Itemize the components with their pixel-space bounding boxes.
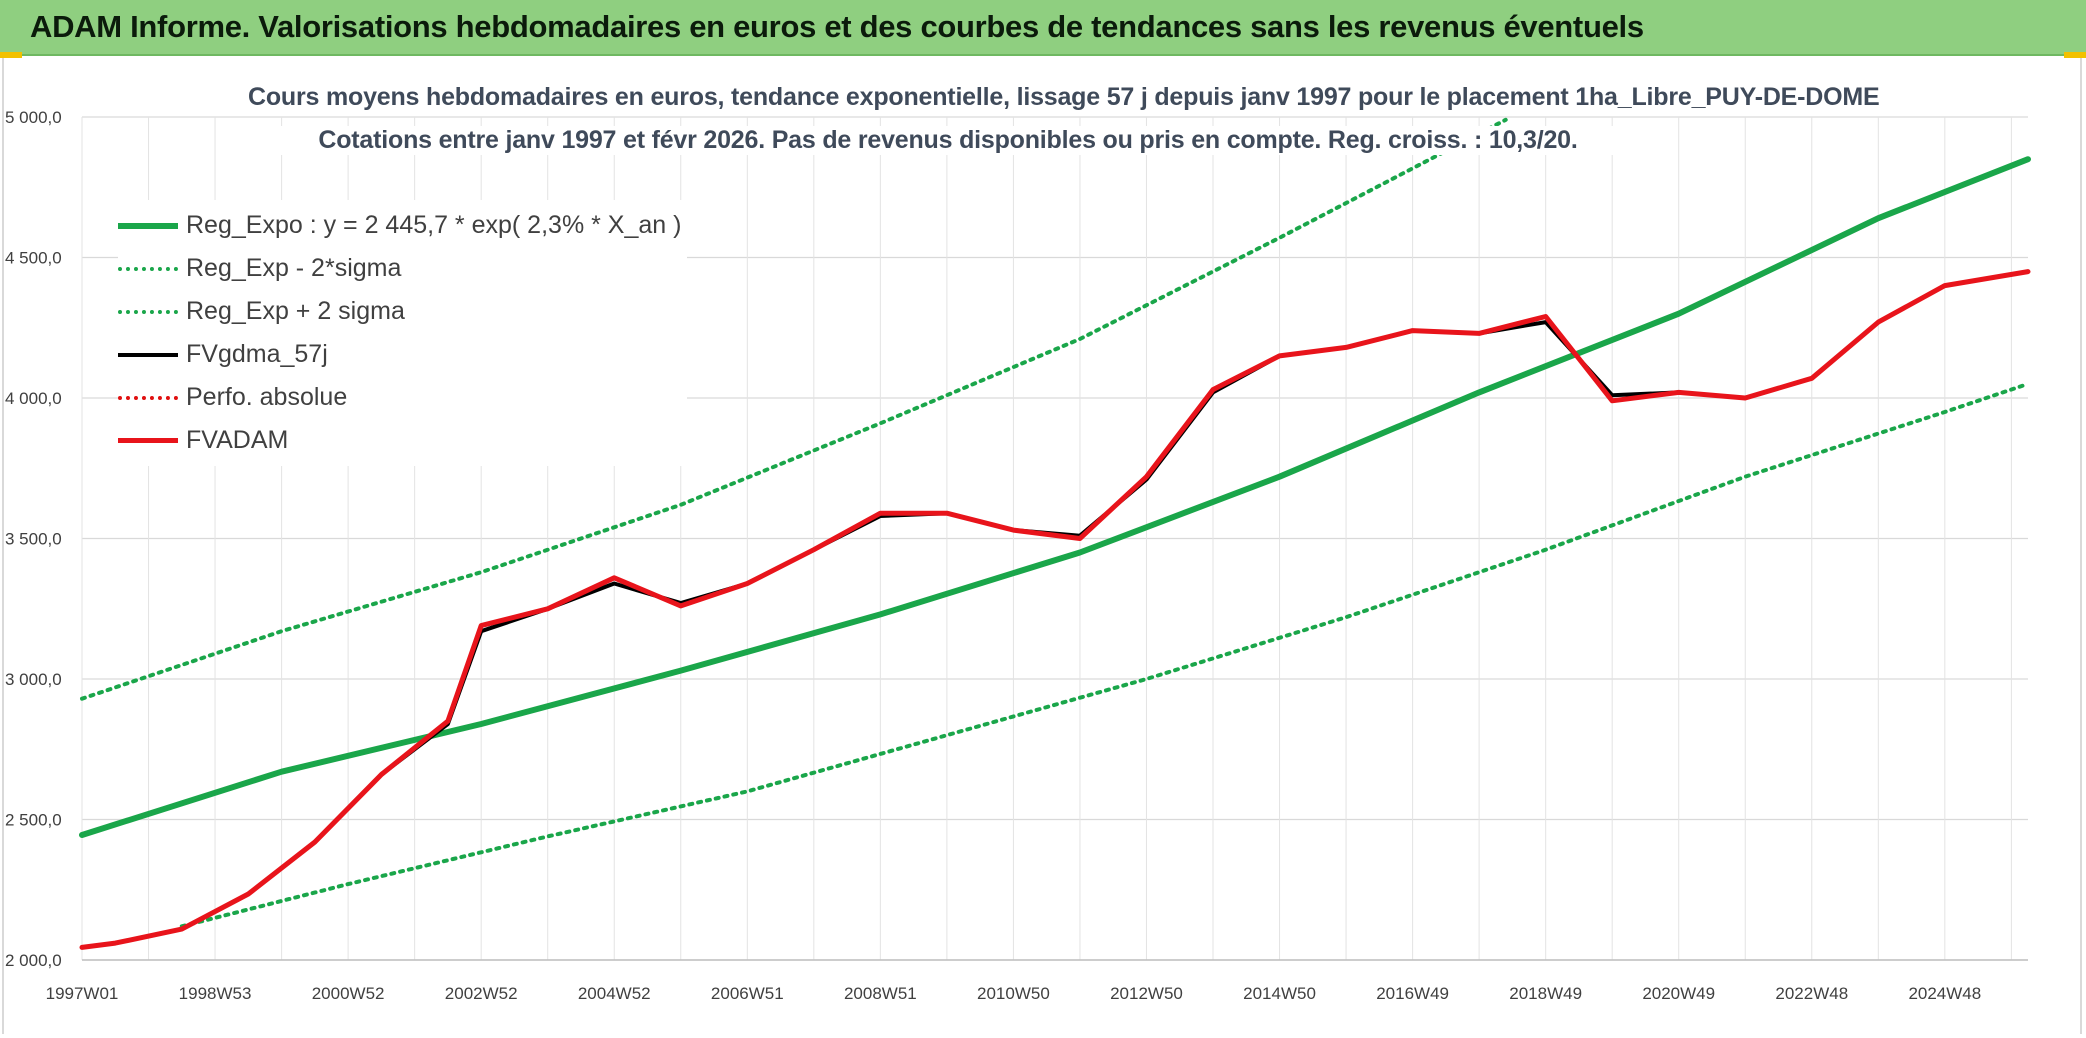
y-tick-label: 4 000,0	[5, 389, 62, 408]
y-axis-ticks: 2 000,0 2 500,0 3 000,0 3 500,0 4 000,0 4 500…	[5, 108, 62, 970]
series-group	[79, 117, 2031, 950]
legend-label: Reg_Expo : y = 2 445,7 * exp( 2,3% * X_a…	[186, 211, 682, 239]
legend-item: Perfo. absolue	[118, 376, 681, 419]
x-tick-label: 1997W01	[46, 984, 119, 1003]
series-line-2	[80, 117, 1508, 701]
x-tick-label: 2010W50	[977, 984, 1050, 1003]
x-tick-label: 2012W50	[1110, 984, 1183, 1003]
x-tick-label: 2004W52	[578, 984, 651, 1003]
legend-swatch	[118, 438, 178, 443]
x-tick-label: 2000W52	[312, 984, 385, 1003]
x-tick-label: 2016W49	[1376, 984, 1449, 1003]
x-tick-label: 2018W49	[1509, 984, 1582, 1003]
y-tick-label: 3 000,0	[5, 670, 62, 689]
legend-item: FVADAM	[118, 419, 681, 462]
legend-swatch	[118, 222, 178, 229]
legend-swatch	[118, 266, 178, 271]
x-tick-label: 2022W48	[1775, 984, 1848, 1003]
legend-label: FVgdma_57j	[186, 340, 328, 368]
x-tick-label: 2006W51	[711, 984, 784, 1003]
corner-accent-left	[0, 52, 22, 58]
y-tick-label: 2 000,0	[5, 951, 62, 970]
chart-title: Cours moyens hebdomadaires en euros, ten…	[240, 83, 1880, 112]
legend-label: Perfo. absolue	[186, 383, 348, 411]
series-line-5	[79, 269, 2031, 950]
legend-item: FVgdma_57j	[118, 333, 681, 376]
legend-item: Reg_Expo : y = 2 445,7 * exp( 2,3% * X_a…	[118, 204, 681, 247]
chart-subtitle: Cotations entre janv 1997 et févr 2026. …	[240, 126, 1656, 155]
chart-frame	[2, 58, 2082, 1034]
header-banner: ADAM Informe. Valorisations hebdomadaire…	[0, 0, 2086, 56]
legend-label: FVADAM	[186, 426, 289, 454]
y-tick-label: 4 500,0	[5, 249, 62, 268]
legend-item: Reg_Exp + 2 sigma	[118, 290, 681, 333]
x-tick-label: 2020W49	[1642, 984, 1715, 1003]
legend-swatch	[118, 352, 178, 357]
legend-swatch	[118, 309, 178, 314]
x-tick-label: 2024W48	[1908, 984, 1981, 1003]
x-axis-ticks: 1997W01 1998W53 2000W52 2002W52 2004W52 2006W…	[46, 984, 1982, 1003]
legend-label: Reg_Exp + 2 sigma	[186, 297, 405, 325]
legend-swatch	[118, 395, 178, 400]
x-tick-label: 2014W50	[1243, 984, 1316, 1003]
series-line-1	[179, 381, 2030, 929]
y-tick-label: 5 000,0	[5, 108, 62, 127]
x-tick-label: 2008W51	[844, 984, 917, 1003]
x-tick-label: 2002W52	[445, 984, 518, 1003]
series-line-0	[79, 156, 2031, 838]
corner-accent-right	[2064, 52, 2086, 58]
legend-item: Reg_Exp - 2*sigma	[118, 247, 681, 290]
chart-legend: Reg_Expo : y = 2 445,7 * exp( 2,3% * X_a…	[118, 200, 688, 466]
y-tick-label: 3 500,0	[5, 530, 62, 549]
page-title: ADAM Informe. Valorisations hebdomadaire…	[30, 9, 1644, 44]
x-tick-label: 1998W53	[179, 984, 252, 1003]
y-tick-label: 2 500,0	[5, 811, 62, 830]
legend-label: Reg_Exp - 2*sigma	[186, 254, 402, 282]
